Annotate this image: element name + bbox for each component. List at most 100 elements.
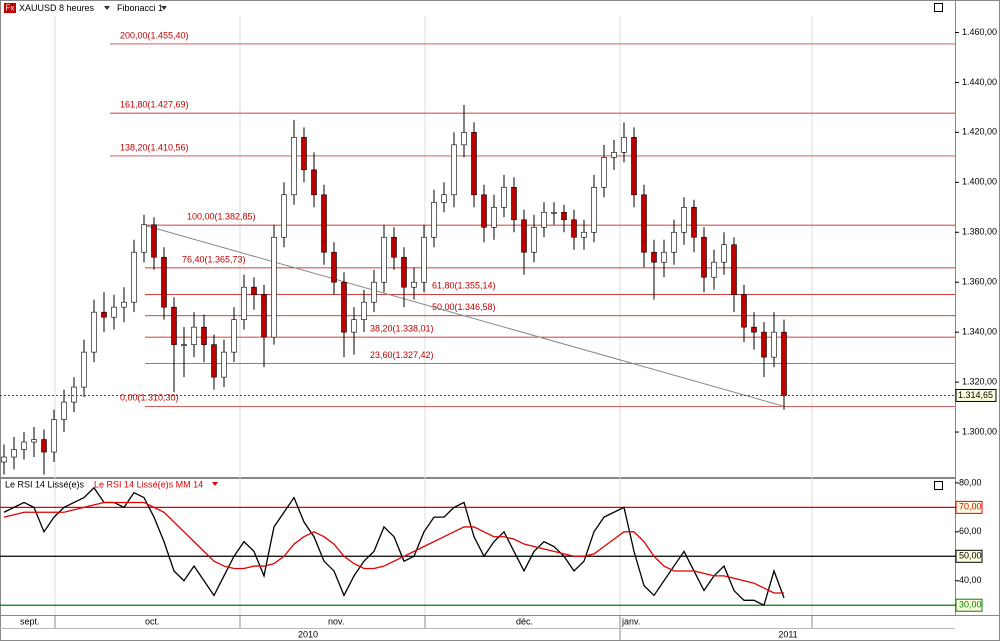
fib-label: 23,60(1.327,42) <box>370 350 434 360</box>
y-tick-label: 1.380,00 <box>962 227 997 237</box>
maximize-button[interactable] <box>934 3 943 12</box>
candle-body <box>381 236 387 283</box>
candle-body <box>111 306 117 318</box>
candle-body <box>31 439 37 443</box>
fib-label: 138,20(1.410,56) <box>120 142 189 152</box>
candle-body <box>91 311 97 353</box>
last-price-label: 1.314,65 <box>958 390 993 400</box>
candle-body <box>541 211 547 228</box>
legend-entry: Le RSI 14 Lissé(e)s MM 14 <box>94 479 203 489</box>
candle-body <box>421 236 427 283</box>
rsi-maximize-button[interactable] <box>934 481 943 490</box>
candle-body <box>441 194 447 203</box>
candle-body <box>681 206 687 233</box>
candle-body <box>391 236 397 258</box>
candle-body <box>231 319 237 353</box>
candle-body <box>551 211 557 214</box>
fib-label: 100,00(1.382,85) <box>187 212 256 222</box>
fib-label: 76,40(1.365,73) <box>182 254 246 264</box>
symbol-icon-text: Fx <box>6 4 15 13</box>
candle-body <box>151 224 157 258</box>
fib-label: 50,00(1.346,58) <box>432 302 496 312</box>
level-box <box>955 598 983 612</box>
fib-trend <box>143 224 785 407</box>
candle-body <box>291 137 297 196</box>
candle-body <box>371 281 377 303</box>
candle-body <box>321 194 327 253</box>
candle-body <box>241 286 247 320</box>
candle-body <box>331 251 337 283</box>
candle-body <box>471 132 477 196</box>
candle-body <box>481 194 487 228</box>
last-price-box <box>955 388 997 402</box>
candle-body <box>611 152 617 158</box>
candle-body <box>361 301 367 320</box>
y-tick-label: 40,00 <box>959 575 982 585</box>
candle-body <box>341 281 347 333</box>
candle-body <box>461 132 467 146</box>
y-tick-label: 1.460,00 <box>962 27 997 37</box>
y-tick-label: 1.440,00 <box>962 77 997 87</box>
symbol-label[interactable]: XAUUSD 8 heures <box>19 3 95 13</box>
year-label: 2010 <box>298 629 318 639</box>
candle-body <box>581 231 587 238</box>
y-tick-label: 70,00 <box>959 502 982 512</box>
symbol-dropdown[interactable] <box>104 6 110 10</box>
candle-body <box>251 286 257 295</box>
y-tick-label: 1.300,00 <box>962 426 997 436</box>
candle-body <box>141 224 147 253</box>
symbol-icon[interactable] <box>4 3 16 13</box>
candle-body <box>221 351 227 378</box>
year-label: 2011 <box>778 629 797 639</box>
y-tick-label: 60,00 <box>959 526 982 536</box>
candle-body <box>661 251 667 263</box>
candle-body <box>601 157 607 188</box>
fib-label: 200,00(1.455,40) <box>120 30 189 40</box>
legend-entry: Le RSI 14 Lissé(e)s <box>5 479 85 489</box>
candle-body <box>711 261 717 278</box>
candle-body <box>271 236 277 338</box>
candle-body <box>731 244 737 295</box>
month-label: déc. <box>516 616 533 626</box>
rsi-dropdown[interactable] <box>212 482 218 486</box>
candle-body <box>641 194 647 253</box>
candle-body <box>1 456 7 463</box>
tool-label[interactable]: Fibonacci 1 <box>117 3 163 13</box>
candle-body <box>11 449 17 458</box>
candle-body <box>201 326 207 345</box>
candle-body <box>211 344 217 378</box>
fib-label: 0,00(1.310,30) <box>120 393 179 403</box>
fib-label: 161,80(1.427,69) <box>120 100 189 110</box>
fib-label: 38,20(1.338,01) <box>370 323 434 333</box>
tool-dropdown[interactable] <box>161 6 167 10</box>
candle-body <box>671 231 677 253</box>
month-label: janv. <box>621 616 640 626</box>
fib-label: 61,80(1.355,14) <box>432 281 496 291</box>
candle-body <box>721 244 727 263</box>
candle-body <box>281 194 287 238</box>
candle-body <box>651 251 657 263</box>
candle-body <box>621 137 627 153</box>
month-label: nov. <box>328 616 344 626</box>
y-tick-label: 50,00 <box>959 551 982 561</box>
candle-body <box>351 319 357 333</box>
candle-body <box>691 206 697 238</box>
candle-body <box>191 326 197 345</box>
candle-body <box>511 187 517 221</box>
candle-body <box>401 256 407 288</box>
candle-body <box>61 401 67 420</box>
y-tick-label: 1.340,00 <box>962 327 997 337</box>
candle-body <box>261 294 267 338</box>
candle-body <box>181 344 187 346</box>
candle-body <box>781 331 787 396</box>
candle-body <box>121 301 127 308</box>
candle-body <box>531 226 537 253</box>
candle-body <box>761 331 767 358</box>
candle-body <box>701 236 707 278</box>
month-label: sept. <box>20 616 40 626</box>
rsi-line <box>3 486 785 607</box>
candle-body <box>741 294 747 328</box>
candle-body <box>171 306 177 345</box>
candle-body <box>411 281 417 288</box>
